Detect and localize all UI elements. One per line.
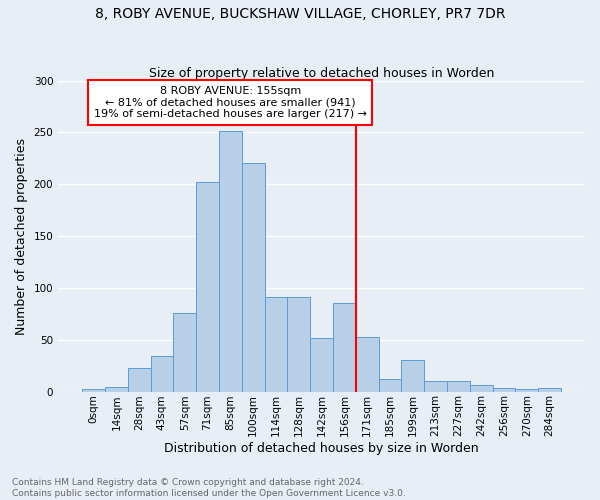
Bar xyxy=(470,386,493,392)
Bar xyxy=(287,297,310,392)
Bar xyxy=(424,381,447,392)
Bar xyxy=(105,388,128,392)
Bar xyxy=(196,182,219,392)
Bar xyxy=(242,162,265,392)
Bar xyxy=(401,360,424,392)
Bar xyxy=(447,381,470,392)
Bar xyxy=(128,368,151,392)
X-axis label: Distribution of detached houses by size in Worden: Distribution of detached houses by size … xyxy=(164,442,479,455)
Text: 8 ROBY AVENUE: 155sqm
← 81% of detached houses are smaller (941)
19% of semi-det: 8 ROBY AVENUE: 155sqm ← 81% of detached … xyxy=(94,86,367,119)
Bar xyxy=(356,336,379,392)
Text: 8, ROBY AVENUE, BUCKSHAW VILLAGE, CHORLEY, PR7 7DR: 8, ROBY AVENUE, BUCKSHAW VILLAGE, CHORLE… xyxy=(95,8,505,22)
Text: Contains HM Land Registry data © Crown copyright and database right 2024.
Contai: Contains HM Land Registry data © Crown c… xyxy=(12,478,406,498)
Bar xyxy=(379,379,401,392)
Bar xyxy=(219,132,242,392)
Bar xyxy=(493,388,515,392)
Bar xyxy=(310,338,333,392)
Y-axis label: Number of detached properties: Number of detached properties xyxy=(15,138,28,334)
Bar xyxy=(538,388,561,392)
Bar xyxy=(515,390,538,392)
Bar xyxy=(265,297,287,392)
Title: Size of property relative to detached houses in Worden: Size of property relative to detached ho… xyxy=(149,66,494,80)
Bar xyxy=(333,304,356,392)
Bar xyxy=(151,356,173,392)
Bar xyxy=(173,313,196,392)
Bar xyxy=(82,390,105,392)
